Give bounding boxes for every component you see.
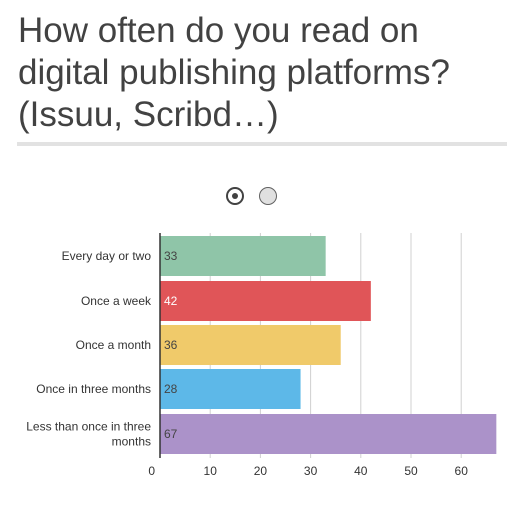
category-label: Once in three months <box>36 382 151 396</box>
bar-value-label: 28 <box>164 382 178 396</box>
category-label: Every day or two <box>62 249 152 263</box>
page-dot-1[interactable] <box>226 187 244 205</box>
x-tick-label: 60 <box>455 464 469 478</box>
category-label: Less than once in three <box>26 420 151 434</box>
chart-title: How often do you read on digital publish… <box>18 11 450 134</box>
x-tick-label: 30 <box>304 464 318 478</box>
bar-value-label: 33 <box>164 249 178 263</box>
title-divider <box>17 142 507 146</box>
bar <box>160 236 326 276</box>
page-indicator <box>226 187 277 205</box>
bar <box>160 325 341 365</box>
bar <box>160 369 301 409</box>
category-label: Once a week <box>81 294 152 308</box>
bar <box>160 281 371 321</box>
bar <box>160 414 497 454</box>
page-dot-2[interactable] <box>259 187 277 205</box>
bar-value-label: 36 <box>164 338 178 352</box>
x-tick-label: 0 <box>148 464 155 478</box>
x-tick-label: 10 <box>204 464 218 478</box>
bar-value-label: 42 <box>164 294 178 308</box>
x-tick-label: 40 <box>354 464 368 478</box>
x-tick-label: 20 <box>254 464 268 478</box>
category-label: Once a month <box>76 338 151 352</box>
x-tick-label: 50 <box>404 464 418 478</box>
category-label: months <box>112 435 151 449</box>
bar-value-label: 67 <box>164 427 178 441</box>
